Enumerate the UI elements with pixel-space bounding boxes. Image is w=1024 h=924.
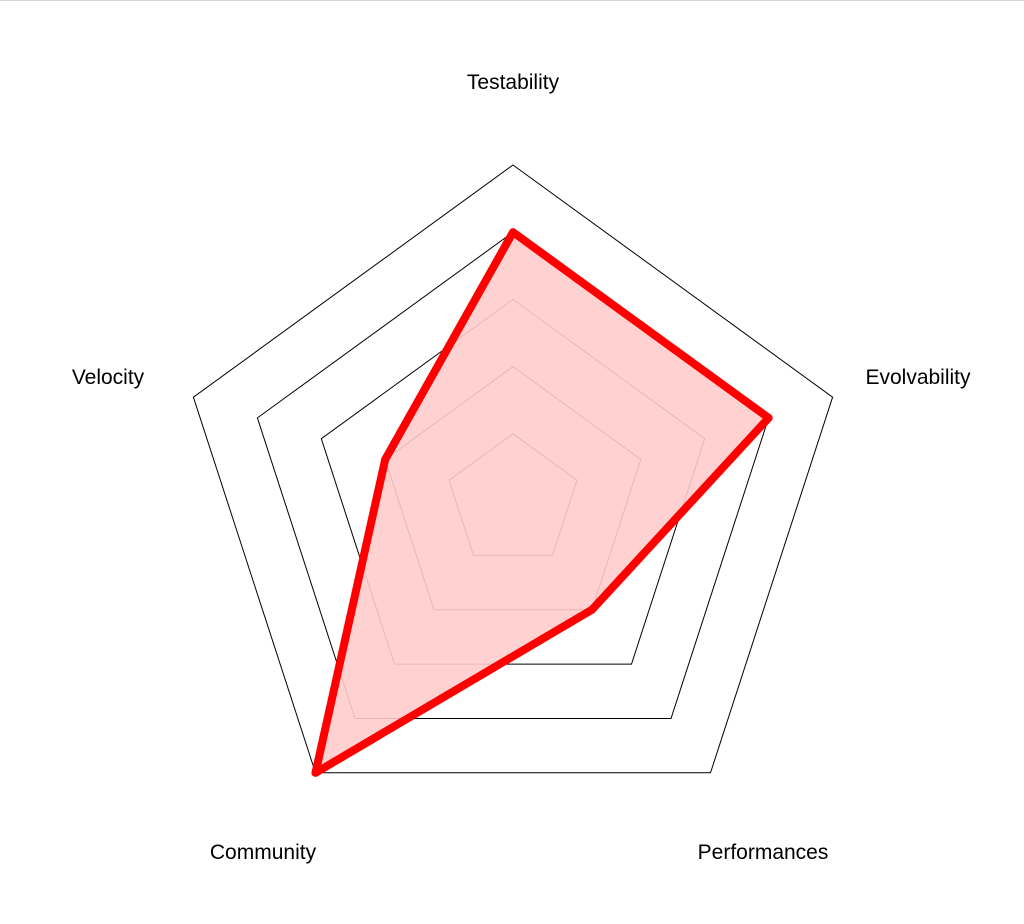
axis-label-velocity: Velocity (72, 366, 145, 389)
series-polygon-1 (311, 228, 773, 777)
top-border (0, 0, 1024, 1)
data-point-community (311, 768, 320, 777)
data-point-evolvability (764, 413, 773, 422)
data-point-performances (588, 605, 596, 614)
axis-label-community: Community (210, 841, 317, 864)
axis-label-evolvability: Evolvability (865, 366, 971, 389)
data-point-velocity (381, 455, 390, 464)
grid-ring-5 (192, 164, 834, 774)
axis-label-testability: Testability (467, 71, 560, 94)
series-layer (311, 228, 773, 777)
data-point-testability (509, 228, 517, 237)
axis-label-performances: Performances (698, 841, 829, 864)
